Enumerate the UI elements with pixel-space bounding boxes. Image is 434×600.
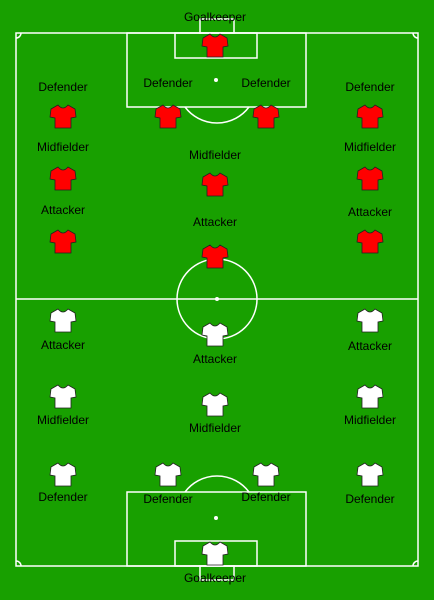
home-team-player-8: Midfielder <box>344 140 396 191</box>
home-team-player-4: Defender <box>241 76 291 129</box>
player-position-label: Attacker <box>348 339 392 353</box>
shirt-icon <box>201 392 229 417</box>
shirt-icon <box>49 166 77 191</box>
away-team-player-9: Defender <box>241 462 291 504</box>
shirt-icon <box>356 166 384 191</box>
player-position-label: Midfielder <box>37 413 89 427</box>
center-spot <box>215 297 219 301</box>
player-position-label: Defender <box>345 80 394 94</box>
shirt-icon <box>49 104 77 129</box>
player-position-label: Defender <box>241 76 290 90</box>
home-team-player-11: Attacker <box>348 205 392 254</box>
shirt-icon <box>201 172 229 197</box>
corner-arc-bottom-right <box>412 560 419 567</box>
bottom-goal <box>199 565 235 581</box>
home-team-player-9: Attacker <box>41 203 85 254</box>
player-position-label: Defender <box>241 490 290 504</box>
player-position-label: Defender <box>143 76 192 90</box>
shirt-icon <box>201 322 229 347</box>
bottom-penalty-arc <box>184 475 250 493</box>
player-position-label: Attacker <box>193 352 237 366</box>
shirt-icon <box>201 33 229 58</box>
home-team-player-3: Defender <box>143 76 193 129</box>
player-position-label: Goalkeeper <box>184 571 246 585</box>
top-penalty-spot <box>214 78 218 82</box>
shirt-icon <box>49 229 77 254</box>
top-penalty-arc <box>184 106 250 124</box>
player-position-label: Midfielder <box>344 413 396 427</box>
shirt-icon <box>201 244 229 269</box>
shirt-icon <box>356 462 384 487</box>
player-position-label: Attacker <box>193 215 237 229</box>
away-team-player-3: Attacker <box>348 308 392 353</box>
shirt-icon <box>356 308 384 333</box>
shirt-icon <box>252 462 280 487</box>
away-team-player-5: Midfielder <box>189 392 241 435</box>
home-team-player-6: Midfielder <box>37 140 89 191</box>
home-team-player-7: Midfielder <box>189 148 241 197</box>
away-team-player-10: Defender <box>345 462 395 506</box>
pitch-spots <box>214 78 219 520</box>
home-team-player-5: Defender <box>345 80 395 129</box>
player-position-label: Attacker <box>348 205 392 219</box>
top-goal <box>199 18 235 34</box>
player-position-label: Midfielder <box>37 140 89 154</box>
shirt-icon <box>49 384 77 409</box>
player-position-label: Defender <box>38 80 87 94</box>
away-team-player-6: Midfielder <box>344 384 396 427</box>
shirt-icon <box>356 229 384 254</box>
corner-arc-top-left <box>15 32 22 39</box>
home-team-player-1: Goalkeeper <box>184 10 246 58</box>
home-team-player-2: Defender <box>38 80 88 129</box>
shirt-icon <box>154 462 182 487</box>
away-team-player-4: Midfielder <box>37 384 89 427</box>
player-position-label: Defender <box>143 492 192 506</box>
away-team-player-8: Defender <box>143 462 193 506</box>
player-position-label: Midfielder <box>189 148 241 162</box>
corner-arc-bottom-left <box>15 560 22 567</box>
away-team-player-11: Goalkeeper <box>184 541 246 585</box>
bottom-penalty-spot <box>214 516 218 520</box>
shirt-icon <box>252 104 280 129</box>
shirt-icon <box>49 462 77 487</box>
corner-arc-top-right <box>412 32 419 39</box>
shirt-icon <box>201 541 229 566</box>
player-position-label: Defender <box>345 492 394 506</box>
home-team-player-10: Attacker <box>193 215 237 269</box>
players-layer: Goalkeeper Defender Defender Defender Defend… <box>37 10 396 585</box>
shirt-icon <box>49 308 77 333</box>
away-team-player-7: Defender <box>38 462 88 504</box>
player-position-label: Attacker <box>41 203 85 217</box>
player-position-label: Defender <box>38 490 87 504</box>
away-team-player-2: Attacker <box>193 322 237 366</box>
shirt-icon <box>356 384 384 409</box>
shirt-icon <box>356 104 384 129</box>
away-team-player-1: Attacker <box>41 308 85 352</box>
player-position-label: Attacker <box>41 338 85 352</box>
player-position-label: Goalkeeper <box>184 10 246 24</box>
shirt-icon <box>154 104 182 129</box>
player-position-label: Midfielder <box>189 421 241 435</box>
pitch-markings <box>15 18 419 581</box>
player-position-label: Midfielder <box>344 140 396 154</box>
